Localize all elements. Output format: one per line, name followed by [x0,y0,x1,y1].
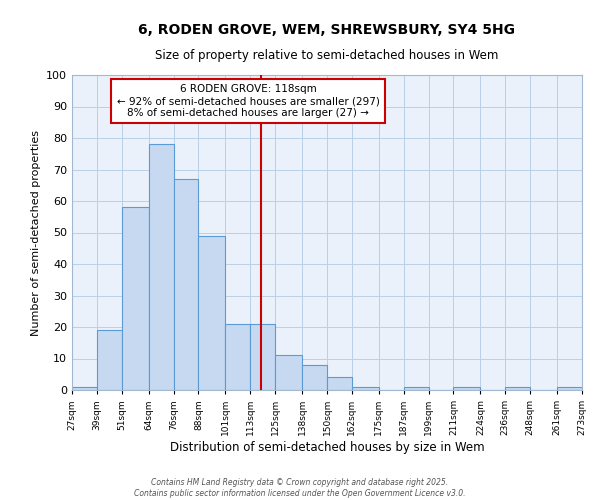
Bar [302,365,327,390]
Bar [275,356,302,390]
Bar [250,324,275,390]
Bar [72,387,97,390]
Text: 6, RODEN GROVE, WEM, SHREWSBURY, SY4 5HG: 6, RODEN GROVE, WEM, SHREWSBURY, SY4 5HG [139,23,515,37]
Bar [327,378,352,390]
Y-axis label: Number of semi-detached properties: Number of semi-detached properties [31,130,41,336]
Bar [226,324,250,390]
Bar [454,387,481,390]
Bar [199,236,226,390]
Bar [97,330,122,390]
Text: Contains HM Land Registry data © Crown copyright and database right 2025.
Contai: Contains HM Land Registry data © Crown c… [134,478,466,498]
Bar [173,179,199,390]
Bar [352,387,379,390]
Bar [404,387,428,390]
Text: Size of property relative to semi-detached houses in Wem: Size of property relative to semi-detach… [155,50,499,62]
Bar [122,208,149,390]
Text: 6 RODEN GROVE: 118sqm
← 92% of semi-detached houses are smaller (297)
8% of semi: 6 RODEN GROVE: 118sqm ← 92% of semi-deta… [116,84,379,117]
Bar [557,387,582,390]
Bar [505,387,530,390]
X-axis label: Distribution of semi-detached houses by size in Wem: Distribution of semi-detached houses by … [170,441,484,454]
Bar [149,144,173,390]
